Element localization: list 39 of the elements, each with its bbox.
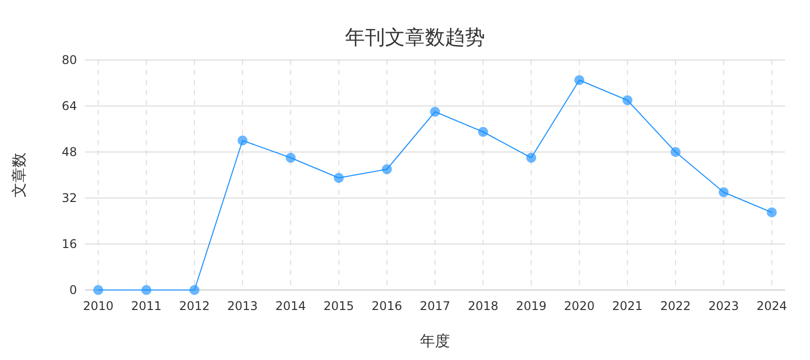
x-tick-label: 2012	[179, 299, 210, 313]
point	[718, 187, 729, 198]
point	[189, 285, 200, 295]
x-tick-label: 2021	[612, 299, 643, 313]
y-tick-label: 80	[62, 53, 77, 67]
x-tick-label: 2017	[420, 299, 450, 313]
x-tick-label: 2023	[708, 299, 739, 313]
y-tick-label: 32	[62, 191, 77, 205]
x-axis-title: 年度	[420, 332, 450, 350]
x-tick-label: 2015	[324, 299, 354, 313]
x-tick-label: 2013	[227, 299, 258, 313]
y-tick-label: 48	[62, 145, 77, 159]
point	[382, 164, 392, 174]
point	[574, 75, 584, 86]
chart-title: 年刊文章数趋势	[345, 25, 485, 49]
x-tick-label: 2020	[564, 299, 595, 313]
x-tick-label: 2024	[756, 299, 788, 313]
x-tick-label: 2016	[372, 299, 402, 313]
point	[93, 285, 104, 295]
x-tick-label: 2011	[131, 299, 162, 313]
x-tick-label: 2010	[82, 299, 114, 313]
point	[478, 126, 488, 137]
point	[334, 172, 344, 183]
y-tick-label: 0	[69, 283, 77, 297]
point	[670, 147, 681, 157]
y-tick-label: 64	[62, 99, 77, 113]
y-axis-title: 文章数	[10, 152, 28, 198]
x-tick-label: 2022	[660, 299, 691, 313]
x-tick-label: 2019	[516, 299, 546, 313]
y-tick-label: 16	[62, 237, 77, 251]
x-tick-label: 2014	[275, 299, 306, 313]
point	[430, 106, 440, 117]
point	[286, 152, 296, 163]
point	[622, 95, 632, 106]
point	[766, 207, 777, 218]
x-tick-label: 2018	[468, 299, 498, 313]
point	[238, 136, 248, 146]
point	[526, 152, 536, 163]
point	[141, 285, 152, 295]
